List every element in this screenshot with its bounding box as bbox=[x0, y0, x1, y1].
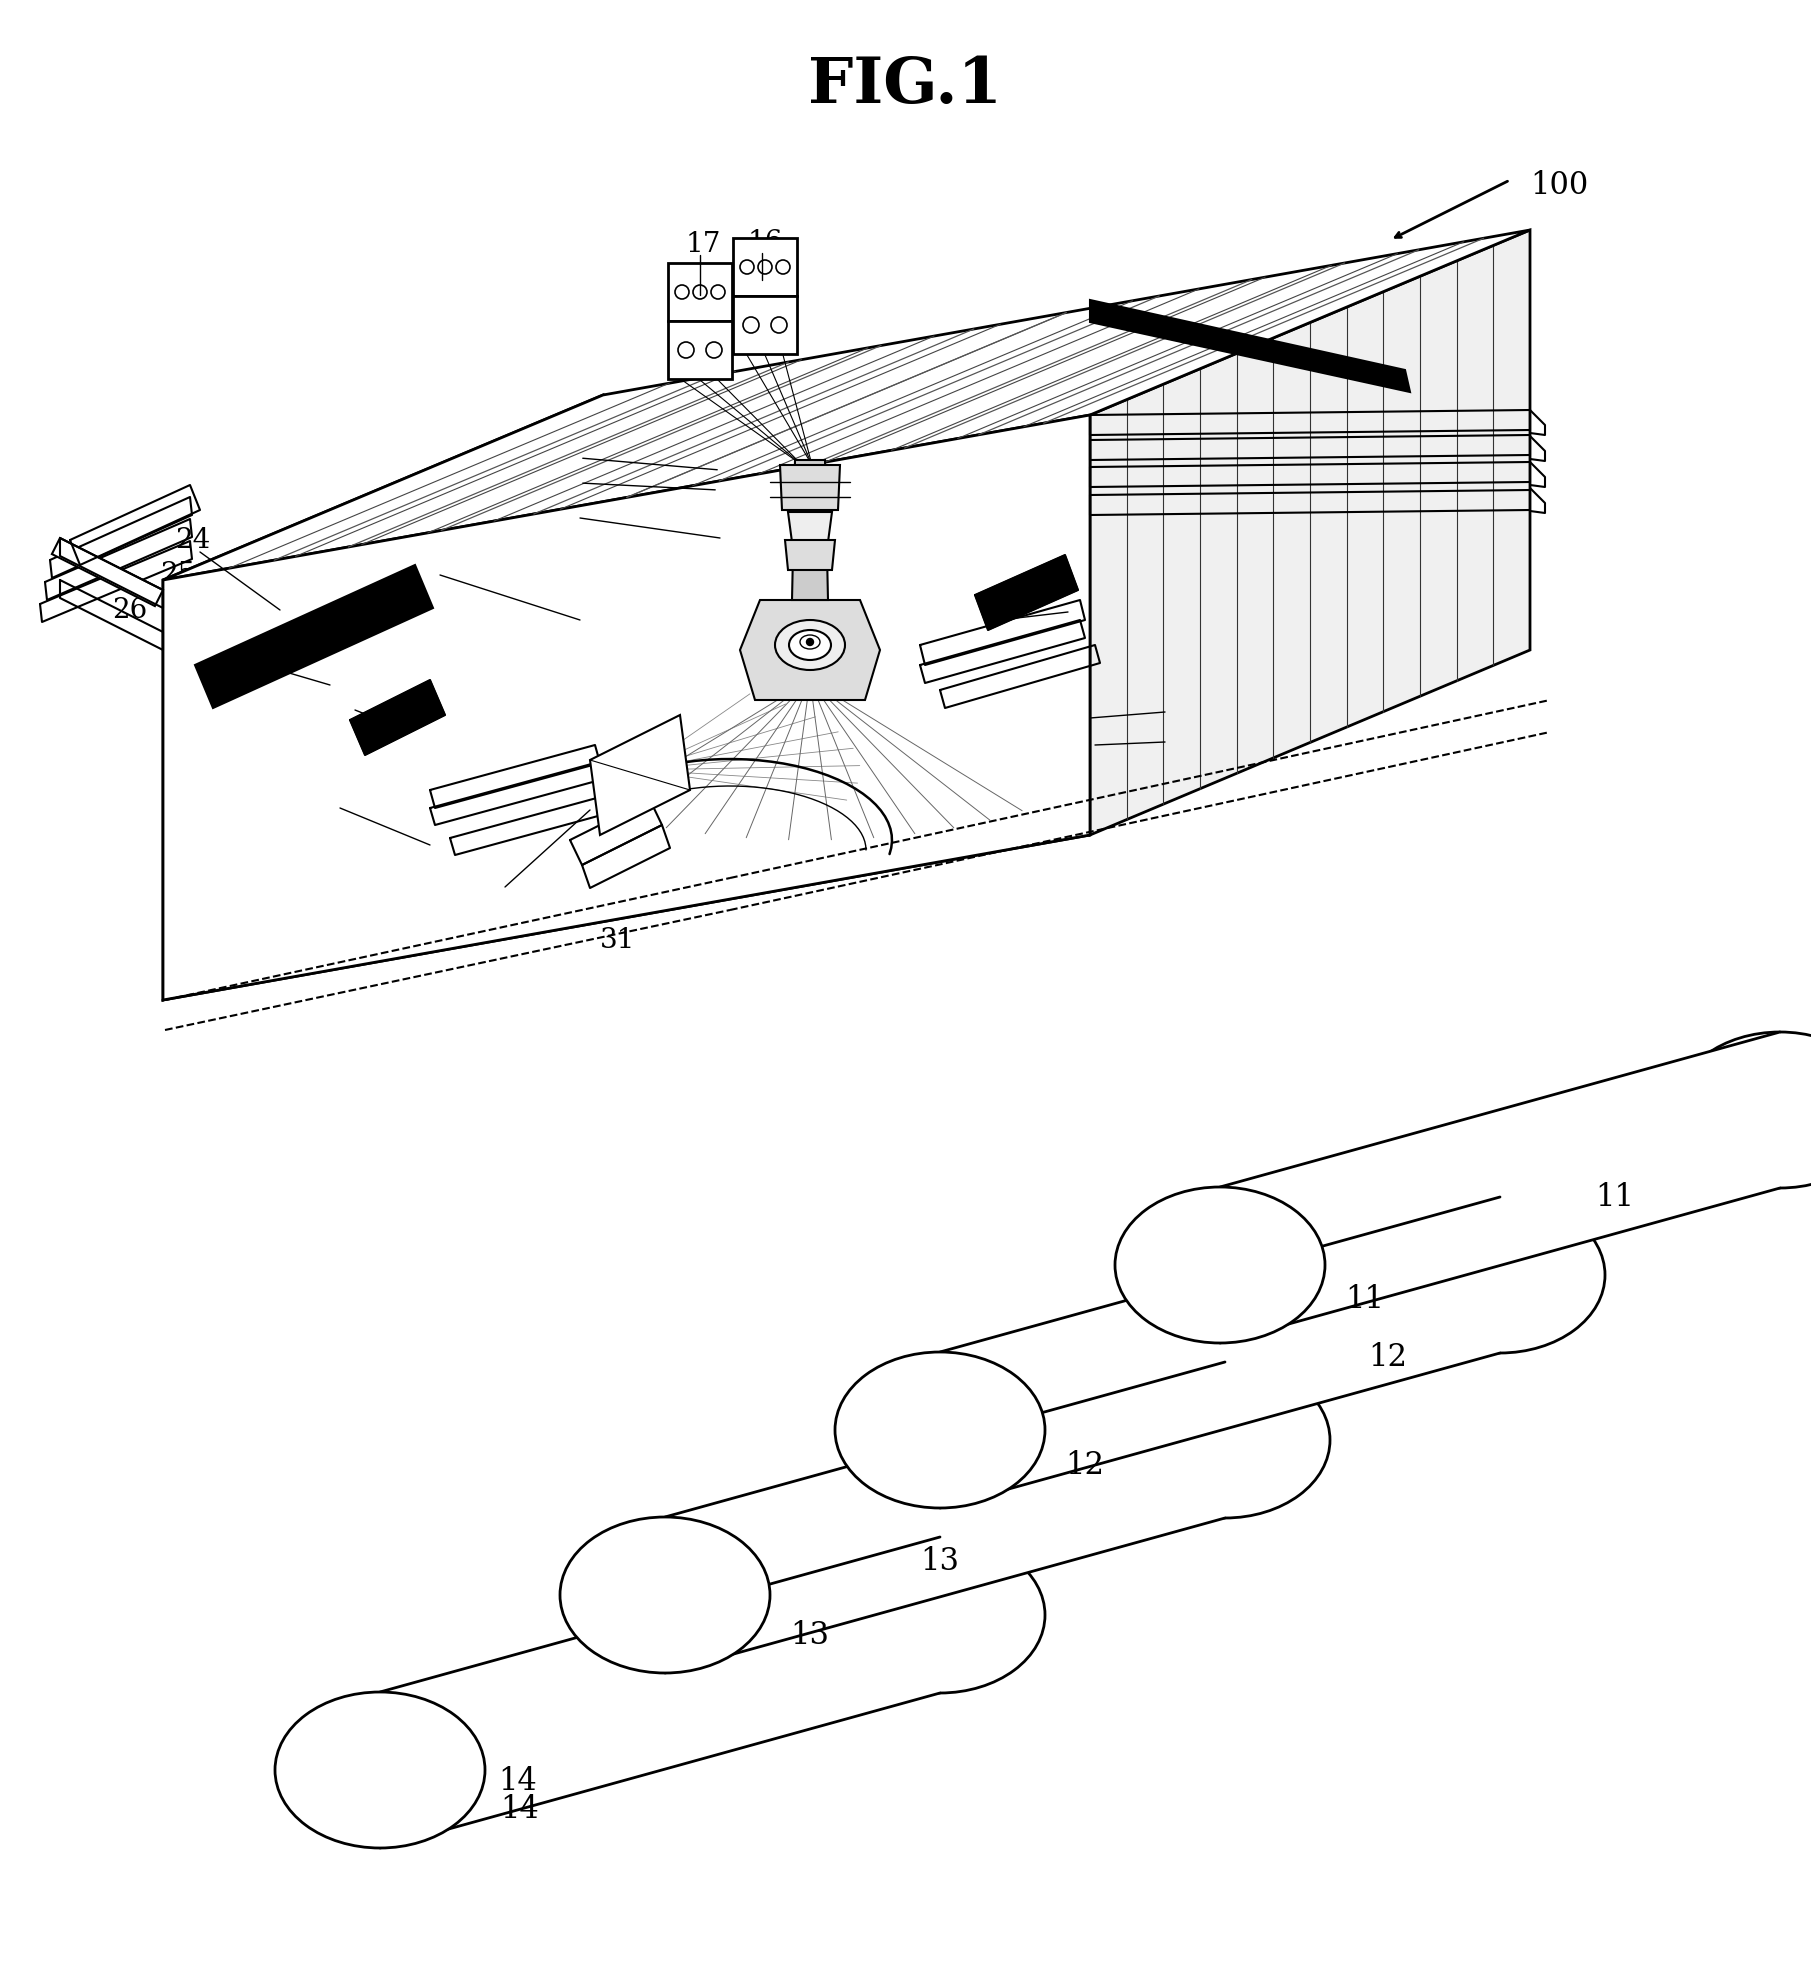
Polygon shape bbox=[784, 540, 835, 569]
Text: 11: 11 bbox=[1595, 1182, 1634, 1212]
Text: 23: 23 bbox=[330, 684, 366, 712]
Polygon shape bbox=[163, 415, 1090, 1000]
Text: 17: 17 bbox=[686, 232, 721, 258]
Polygon shape bbox=[163, 230, 1530, 579]
Polygon shape bbox=[1221, 1032, 1780, 1343]
Ellipse shape bbox=[1119, 1361, 1329, 1518]
Polygon shape bbox=[668, 264, 732, 321]
Ellipse shape bbox=[712, 286, 724, 300]
Text: 100: 100 bbox=[1530, 169, 1588, 200]
Text: 12: 12 bbox=[1367, 1341, 1407, 1373]
Text: 27: 27 bbox=[313, 776, 348, 804]
Ellipse shape bbox=[1394, 1196, 1605, 1353]
Polygon shape bbox=[781, 464, 840, 510]
Polygon shape bbox=[668, 321, 732, 379]
Ellipse shape bbox=[275, 1692, 485, 1847]
Text: 30: 30 bbox=[1168, 716, 1203, 744]
Ellipse shape bbox=[759, 260, 771, 274]
Text: 28: 28 bbox=[1472, 532, 1507, 559]
Text: 31: 31 bbox=[913, 780, 947, 807]
Text: 14: 14 bbox=[500, 1794, 538, 1825]
Ellipse shape bbox=[677, 341, 694, 357]
Ellipse shape bbox=[771, 317, 788, 333]
Text: C: C bbox=[650, 1577, 679, 1611]
Text: 31: 31 bbox=[599, 927, 636, 954]
Polygon shape bbox=[788, 512, 831, 542]
Ellipse shape bbox=[694, 286, 706, 300]
Polygon shape bbox=[1090, 300, 1411, 393]
Text: FIG.1: FIG.1 bbox=[808, 54, 1001, 115]
Polygon shape bbox=[380, 1538, 940, 1847]
Ellipse shape bbox=[676, 286, 688, 300]
Text: 14: 14 bbox=[498, 1766, 536, 1798]
Polygon shape bbox=[974, 556, 1078, 631]
Text: 27: 27 bbox=[1472, 508, 1507, 536]
Polygon shape bbox=[163, 395, 603, 1000]
Ellipse shape bbox=[806, 639, 813, 645]
Text: 22: 22 bbox=[415, 546, 451, 573]
Ellipse shape bbox=[775, 260, 790, 274]
Polygon shape bbox=[1090, 230, 1530, 835]
Text: 19: 19 bbox=[578, 433, 612, 460]
Text: 10: 10 bbox=[782, 865, 819, 891]
Text: 24: 24 bbox=[176, 526, 210, 554]
Polygon shape bbox=[741, 599, 880, 700]
Text: 21: 21 bbox=[561, 496, 598, 524]
Text: 13: 13 bbox=[790, 1619, 829, 1651]
Polygon shape bbox=[196, 565, 433, 708]
Polygon shape bbox=[733, 296, 797, 353]
Text: M: M bbox=[920, 1413, 960, 1446]
Text: 13: 13 bbox=[920, 1546, 960, 1577]
Ellipse shape bbox=[706, 341, 723, 357]
Polygon shape bbox=[733, 238, 797, 296]
Ellipse shape bbox=[1116, 1186, 1326, 1343]
Text: 26: 26 bbox=[112, 597, 147, 623]
Text: 28: 28 bbox=[217, 635, 254, 661]
Text: 18: 18 bbox=[578, 462, 612, 488]
Polygon shape bbox=[940, 1196, 1500, 1508]
Text: 25: 25 bbox=[1472, 409, 1507, 436]
Ellipse shape bbox=[741, 260, 753, 274]
Polygon shape bbox=[590, 714, 690, 835]
Ellipse shape bbox=[775, 619, 846, 671]
Ellipse shape bbox=[1675, 1032, 1811, 1188]
Text: 26: 26 bbox=[1472, 433, 1507, 460]
Polygon shape bbox=[350, 681, 446, 756]
Text: 11: 11 bbox=[1346, 1284, 1384, 1315]
Polygon shape bbox=[53, 538, 163, 605]
Ellipse shape bbox=[835, 1351, 1045, 1508]
Text: 16: 16 bbox=[748, 230, 784, 256]
Text: 25: 25 bbox=[159, 561, 196, 589]
Ellipse shape bbox=[835, 1538, 1045, 1692]
Polygon shape bbox=[665, 1361, 1224, 1673]
Text: Bk: Bk bbox=[351, 1754, 407, 1788]
Text: 12: 12 bbox=[1065, 1450, 1105, 1480]
Polygon shape bbox=[791, 460, 828, 599]
Text: 24: 24 bbox=[1155, 349, 1190, 375]
Text: 29: 29 bbox=[1168, 686, 1203, 714]
Text: 29: 29 bbox=[480, 861, 516, 889]
Ellipse shape bbox=[800, 635, 820, 649]
Ellipse shape bbox=[743, 317, 759, 333]
Ellipse shape bbox=[560, 1518, 770, 1673]
Text: 23: 23 bbox=[1050, 585, 1085, 611]
Ellipse shape bbox=[790, 631, 831, 661]
Text: Y: Y bbox=[1208, 1248, 1233, 1282]
Text: 30: 30 bbox=[480, 899, 516, 925]
